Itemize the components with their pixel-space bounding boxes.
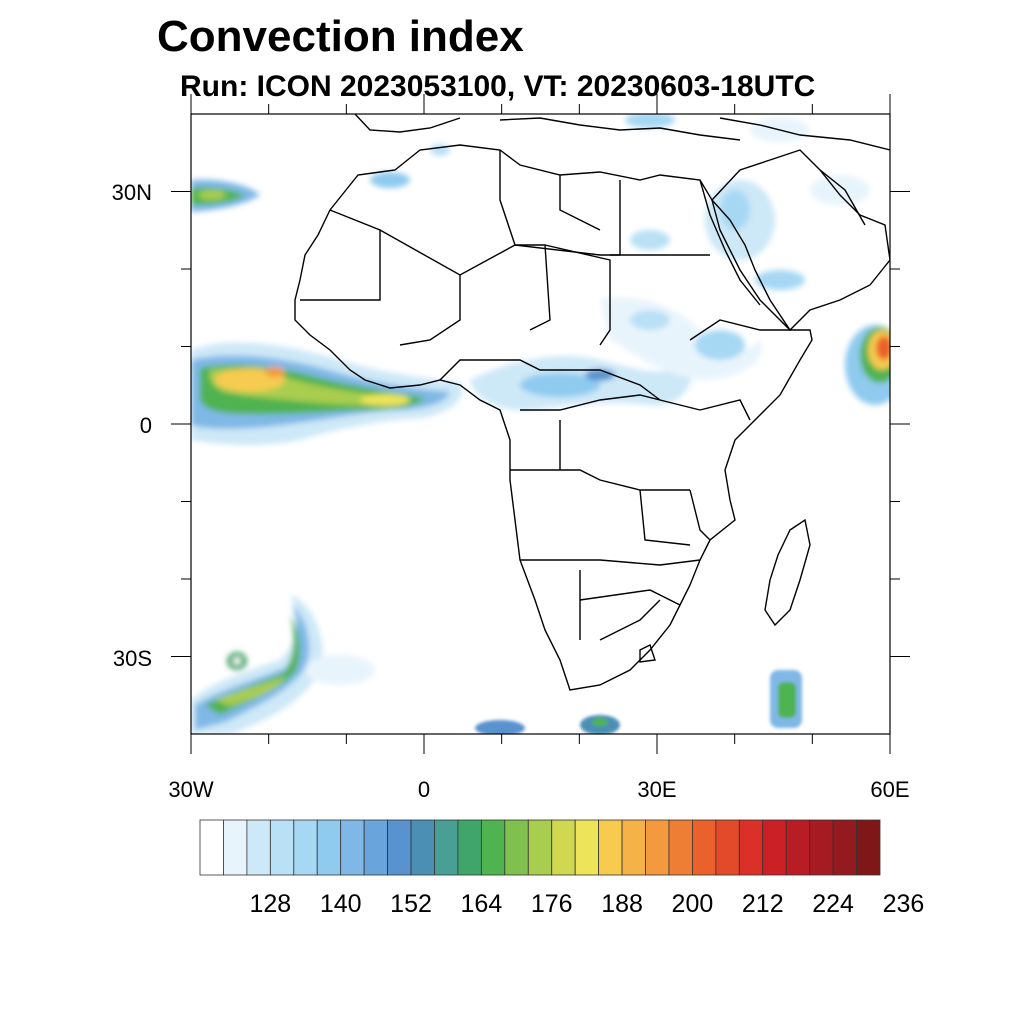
colorbar-label: 200 [672,890,714,918]
coastlines-borders [294,114,890,691]
lat-label-0: 0 [140,413,152,438]
colorbar-swatch [246,819,271,876]
colorbar-label: 236 [883,890,925,918]
axis-ticks [171,94,910,754]
convection-field [191,114,890,734]
colorbar-swatch [621,819,646,876]
colorbar-swatch [223,819,248,876]
plot-subtitle: Run: ICON 2023053100, VT: 20230603-18UTC [180,70,816,103]
colorbar-swatch [762,819,787,876]
colorbar-label: 176 [531,890,573,918]
lon-label-30e: 30E [637,777,676,802]
colorbar-swatch [551,819,576,876]
colorbar-swatch [809,819,834,876]
colorbar-swatch [668,819,693,876]
lon-label-60e: 60E [870,777,909,802]
colorbar-swatch [434,819,459,876]
colorbar-swatch [598,819,623,876]
lon-label-30w: 30W [168,777,213,802]
colorbar-label: 128 [249,890,291,918]
colorbar-label: 212 [742,890,784,918]
colorbar-swatch [387,819,412,876]
colorbar-swatch [574,819,600,876]
colorbar-swatch [738,819,764,876]
colorbar-labels: 128 140 152 164 176 188 200 212 224 236 [249,890,924,918]
colorbar-swatch [269,819,295,876]
colorbar-swatch [199,819,224,876]
colorbar-swatch [832,819,857,876]
colorbar-swatch [480,819,506,876]
colorbar-label: 152 [390,890,432,918]
colorbar-swatch [363,819,388,876]
colorbar-swatch [340,819,365,876]
lat-label-30n: 30N [112,180,152,205]
colorbar-swatch [504,819,529,876]
colorbar-swatch [316,819,342,876]
colorbar-label: 188 [601,890,643,918]
colorbar-swatch [527,819,553,876]
colorbar-swatch [856,819,881,876]
plot-title: Convection index [157,12,524,61]
colorbar-swatch [293,819,318,876]
colorbar-swatch [692,819,717,876]
colorbar-swatch [410,819,435,876]
colorbar-label: 164 [461,890,503,918]
colorbar-swatch [715,819,740,876]
colorbar-swatch [785,819,811,876]
colorbar-label: 140 [320,890,362,918]
colorbar-swatch [457,819,482,876]
colorbar-swatch [645,819,670,876]
colorbar [199,819,881,876]
colorbar-label: 224 [812,890,854,918]
lat-label-30s: 30S [113,646,152,671]
lon-label-0: 0 [418,777,430,802]
